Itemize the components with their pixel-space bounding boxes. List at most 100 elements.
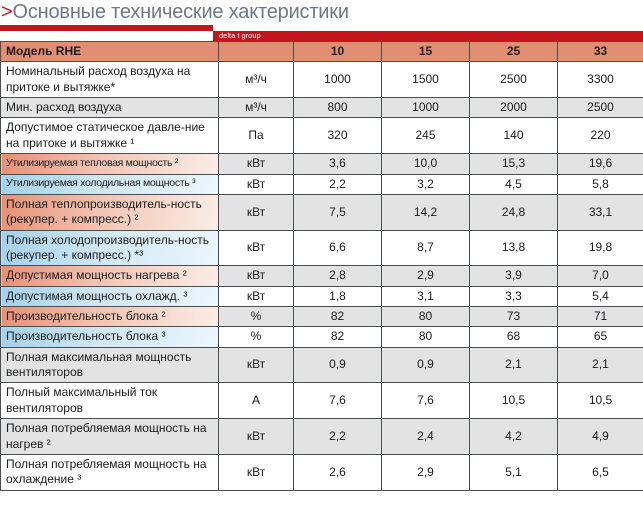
spec-row: Производительность блока ³% 82 80 68 65 [0, 326, 643, 348]
value-cell: 7,6 [381, 382, 470, 420]
table-body: Номинальный расход воздуха на притоке и … [0, 61, 643, 491]
value-cell: 80 [381, 326, 470, 348]
spec-label-cell: Полная потребляемая мощность на нагрев ² [0, 418, 219, 455]
value-cell: 2,1 [469, 346, 558, 384]
spec-row: Утилизируемая тепловая мощность ² кВт 3,6 1… [0, 153, 643, 175]
title-text: Основные технические хактеристики [12, 1, 349, 23]
value-cell: 3,3 [469, 285, 558, 308]
value-cell: 2,9 [381, 453, 470, 491]
value-cell: 4,9 [557, 418, 643, 455]
value-cell: 7,6 [293, 382, 382, 420]
spec-row: Полная холодопроизводитель-ность (рекупе… [0, 229, 643, 267]
spec-label-cell: Допустимое статическое давле-ние на прит… [0, 117, 219, 155]
title-marker: > [1, 1, 13, 23]
value-cell: 245 [381, 117, 470, 155]
unit-cell: кВт [218, 285, 294, 308]
value-cell: 15,3 [469, 153, 558, 175]
value-cell: 2,2 [293, 418, 382, 455]
value-cell: 13,8 [469, 229, 558, 267]
value-cell: 2500 [469, 61, 558, 99]
spec-label-cell: Мин. расход воздуха [0, 97, 219, 119]
value-cell: 80 [381, 306, 470, 328]
value-cell: 14,2 [381, 193, 470, 231]
value-cell: 5,1 [469, 453, 558, 491]
spec-row: Производительность блока ²% 82 80 73 71 [0, 306, 643, 328]
value-cell: 2,6 [293, 453, 382, 491]
size-col-header: 25 [469, 40, 558, 63]
value-cell: 2,9 [381, 265, 470, 287]
model-header-cell: Модель RHE [0, 40, 219, 63]
size-col-header: 15 [381, 40, 470, 63]
unit-cell: кВт [218, 229, 294, 267]
unit-cell: кВт [218, 265, 294, 287]
spec-label-cell: Допустимая мощность нагрева ² [0, 265, 219, 287]
value-cell: 68 [469, 326, 558, 348]
value-cell: 6,5 [557, 453, 643, 491]
unit-cell: % [218, 306, 294, 328]
value-cell: 10,5 [557, 382, 643, 420]
unit-cell: кВт [218, 418, 294, 455]
unit-cell: % [218, 326, 294, 348]
unit-cell: м³/ч [218, 97, 294, 119]
spec-label-cell: Полный максимальный ток вентиляторов [0, 382, 219, 420]
value-cell: 0,9 [293, 346, 382, 384]
size-col-header: 10 [293, 40, 382, 63]
value-cell: 220 [557, 117, 643, 155]
value-cell: 1500 [381, 61, 470, 99]
value-cell: 24,8 [469, 193, 558, 231]
value-cell: 19,8 [557, 229, 643, 267]
spec-label-cell: Номинальный расход воздуха на притоке и … [0, 61, 219, 99]
spec-row: Номинальный расход воздуха на притоке и … [0, 61, 643, 99]
spec-label-cell: Полная теплопроизводитель-ность (рекупер… [0, 193, 219, 231]
spec-row: Полный максимальный ток вентиляторов А 7,6… [0, 382, 643, 420]
spec-row: Допустимая мощность охлажд. ³ кВт 1,8 3,1 3,… [0, 285, 643, 308]
value-cell: 2,4 [381, 418, 470, 455]
value-cell: 3,2 [381, 173, 470, 195]
value-cell: 3300 [557, 61, 643, 99]
value-cell: 1000 [293, 61, 382, 99]
spec-label-cell: Утилизируемая тепловая мощность ² [0, 153, 219, 175]
spec-label-cell: Утилизируемая холодильная мощность ³ [0, 173, 219, 195]
value-cell: 3,6 [293, 153, 382, 175]
spec-row: Мин. расход воздуха м³/ч 800 1000 2000 2500 [0, 97, 643, 119]
value-cell: 71 [557, 306, 643, 328]
value-cell: 320 [293, 117, 382, 155]
value-cell: 33,1 [557, 193, 643, 231]
unit-cell: А [218, 382, 294, 420]
size-col-header: 33 [557, 40, 643, 63]
value-cell: 5,8 [557, 173, 643, 195]
value-cell: 4,5 [469, 173, 558, 195]
spec-row: Полная потребляемая мощность на нагрев ²… [0, 418, 643, 455]
value-cell: 82 [293, 306, 382, 328]
unit-cell: Па [218, 117, 294, 155]
value-cell: 5,4 [557, 285, 643, 308]
brand-label: delta t group [219, 31, 261, 40]
unit-header-cell [218, 40, 294, 63]
value-cell: 2500 [557, 97, 643, 119]
value-cell: 1000 [381, 97, 470, 119]
brand-bars: delta t group [0, 24, 643, 41]
red-accent-bar [0, 25, 213, 31]
spec-label-cell: Производительность блока ³ [0, 326, 219, 348]
table-header-row: Модель RHE 10 15 25 33 [0, 40, 643, 63]
spec-row: Полная теплопроизводитель-ность (рекупер… [0, 193, 643, 231]
value-cell: 6,6 [293, 229, 382, 267]
spec-label-cell: Допустимая мощность охлажд. ³ [0, 285, 219, 308]
value-cell: 800 [293, 97, 382, 119]
value-cell: 7,5 [293, 193, 382, 231]
unit-cell: кВт [218, 173, 294, 195]
value-cell: 1,8 [293, 285, 382, 308]
value-cell: 7,0 [557, 265, 643, 287]
brand-bar: delta t group [213, 31, 643, 41]
spec-label-cell: Полная потребляемая мощность на охлажден… [0, 453, 219, 491]
value-cell: 19,6 [557, 153, 643, 175]
value-cell: 2,2 [293, 173, 382, 195]
value-cell: 82 [293, 326, 382, 348]
spec-table: Модель RHE 10 15 25 33 Номинальный расхо… [0, 40, 643, 491]
value-cell: 2,1 [557, 346, 643, 384]
value-cell: 4,2 [469, 418, 558, 455]
value-cell: 0,9 [381, 346, 470, 384]
value-cell: 3,9 [469, 265, 558, 287]
page-title: >Основные технические хактеристики [0, 0, 643, 23]
spec-row: Допустимое статическое давле-ние на прит… [0, 117, 643, 155]
